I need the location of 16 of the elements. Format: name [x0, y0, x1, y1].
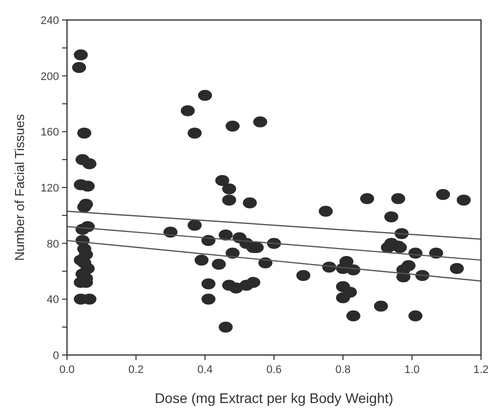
y-tick-label: 240 — [40, 15, 59, 27]
y-tick-label: 200 — [40, 70, 59, 83]
y-axis-title: Number of Facial Tissues — [12, 114, 27, 261]
y-tick-label: 0 — [52, 350, 59, 362]
x-tick-label: 0.6 — [266, 364, 282, 376]
x-tick-label: 0.4 — [197, 364, 213, 376]
y-tick-label: 160 — [40, 126, 59, 139]
y-tick-label: 120 — [40, 182, 59, 194]
y-tick-label: 40 — [46, 294, 59, 306]
x-tick-label: 1.0 — [404, 364, 420, 376]
x-tick-label: 0.2 — [128, 364, 144, 376]
x-tick-label: 1.2 — [473, 364, 489, 376]
x-tick-label: 0.0 — [59, 364, 75, 376]
x-tick-label: 0.8 — [335, 364, 351, 376]
y-tick-label: 80 — [46, 238, 59, 250]
x-axis-title: Dose (mg Extract per kg Body Weight) — [154, 390, 394, 406]
